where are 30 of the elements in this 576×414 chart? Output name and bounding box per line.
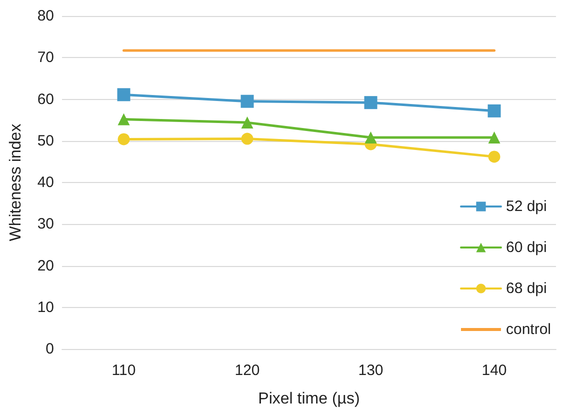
y-tick-label: 60	[37, 90, 54, 108]
x-tick-label: 110	[112, 362, 136, 379]
x-tick-label: 140	[482, 362, 507, 379]
y-tick-label: 20	[37, 257, 54, 274]
y-tick-label: 0	[46, 340, 54, 358]
legend-label: control	[506, 321, 552, 338]
point	[488, 132, 500, 144]
point	[488, 150, 500, 163]
legend-label: 68 dpi	[506, 280, 547, 297]
x-tick-label: 130	[358, 362, 384, 379]
point	[364, 96, 378, 110]
y-tick-label: 10	[37, 298, 54, 316]
point	[364, 132, 377, 144]
y-axis-title: Whiteness index	[8, 124, 24, 242]
y-tick-label: 50	[37, 132, 54, 150]
point	[241, 116, 254, 129]
point	[118, 113, 130, 126]
point	[117, 88, 130, 102]
legend-label: 60 dpi	[506, 239, 547, 256]
legend-label: 52 dpi	[506, 198, 547, 215]
point	[241, 132, 254, 145]
x-axis-title: Pixel time (µs)	[258, 390, 360, 408]
y-tick-label: 80	[37, 8, 54, 24]
point	[240, 94, 254, 108]
x-tick-label: 120	[234, 362, 260, 379]
point	[488, 104, 501, 118]
y-tick-label: 40	[37, 174, 54, 191]
y-tick-label: 30	[37, 216, 54, 233]
point	[118, 133, 130, 146]
y-tick-label: 70	[37, 49, 54, 66]
